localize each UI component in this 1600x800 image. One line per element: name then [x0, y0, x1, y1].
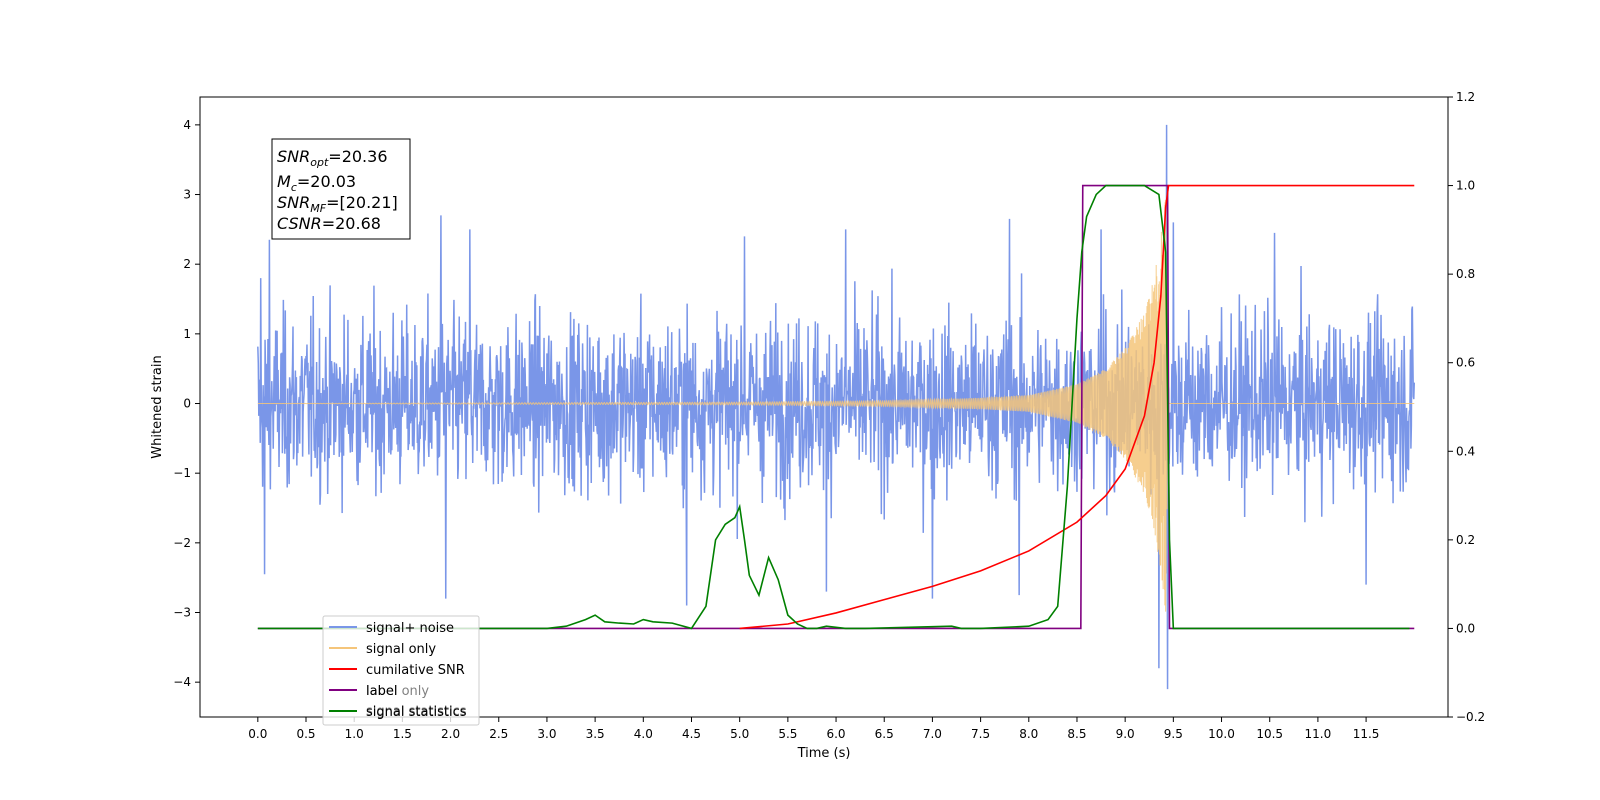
legend-entry-cumulative-snr: cumilative SNR [329, 663, 465, 678]
series-layer [257, 124, 1416, 690]
x-tick-label: 11.5 [1353, 727, 1380, 741]
x-tick-label: 9.5 [1164, 727, 1183, 741]
x-tick-label: 2.5 [489, 727, 508, 741]
legend: label only signal statistics signal+ noi… [322, 615, 480, 726]
x-tick-label: 10.5 [1256, 727, 1283, 741]
series-signal-statistics [257, 184, 1410, 630]
svg-text:label: label [366, 684, 397, 699]
y-left-tick-label: −3 [173, 606, 191, 620]
y-axis-right: 1.2 1.0 0.8 0.6 0.4 0.2 0.0 −0.2 [1448, 90, 1485, 724]
y-left-tick-label: −4 [173, 675, 191, 689]
y-left-tick-label: 3 [183, 188, 191, 202]
y-left-tick-label: 1 [183, 327, 191, 341]
x-tick-label: 4.5 [682, 727, 701, 741]
x-tick-label: 0.0 [248, 727, 267, 741]
series-signal-only [257, 199, 1415, 612]
svg-text:signal only: signal only [366, 642, 436, 657]
x-axis-label: Time (s) [797, 746, 851, 761]
x-tick-label: 1.0 [345, 727, 364, 741]
y-left-tick-label: 2 [183, 257, 191, 271]
x-axis: 0.0 0.5 1.0 1.5 2.0 2.5 3.0 3.5 4.0 4.5 5.0 5.5 6.0 6… [248, 717, 1379, 741]
svg-text:signal+ noise: signal+ noise [366, 621, 454, 636]
y-right-tick-label: −0.2 [1456, 710, 1485, 724]
legend-entry-signal-noise: signal+ noise [329, 621, 454, 636]
y-right-tick-label: 1.2 [1456, 90, 1475, 104]
y-right-tick-label: 0.2 [1456, 533, 1475, 547]
x-tick-label: 10.0 [1208, 727, 1235, 741]
legend-hidden-text-1: label only [366, 684, 429, 699]
x-tick-label: 5.5 [778, 727, 797, 741]
svg-text:cumilative SNR: cumilative SNR [366, 663, 465, 678]
x-tick-label: 7.0 [923, 727, 942, 741]
x-tick-label: 8.0 [1019, 727, 1038, 741]
x-tick-label: 6.5 [875, 727, 894, 741]
snr-mf-text: SNRMF=[20.21] [277, 193, 398, 215]
series-cumulative-snr [739, 184, 1415, 630]
annotation-box: SNRopt=20.36 Mc=20.03 SNRMF=[20.21] CSNR… [271, 138, 411, 240]
legend-hidden-text-2: signal statistics [366, 704, 467, 719]
x-tick-label: 0.5 [296, 727, 315, 741]
x-tick-label: 1.5 [393, 727, 412, 741]
series-signal-noise [257, 124, 1416, 690]
x-tick-label: 4.0 [634, 727, 653, 741]
csnr-text: CSNR=20.68 [277, 214, 381, 233]
y-right-tick-label: 0.8 [1456, 267, 1475, 281]
y-axis-label: Whitened strain [150, 355, 165, 458]
snr-opt-text: SNRopt=20.36 [277, 147, 388, 169]
svg-text:signal statistics: signal statistics [366, 705, 467, 720]
x-tick-label: 9.0 [1116, 727, 1135, 741]
y-left-tick-label: 4 [183, 118, 191, 132]
y-left-tick-label: −1 [173, 466, 191, 480]
legend-entry-label: label [329, 684, 397, 699]
legend-entry-signal-only: signal only [329, 642, 436, 657]
legend-entry-signal-statistics: signal statistics [329, 705, 467, 720]
x-tick-label: 7.5 [971, 727, 990, 741]
x-tick-label: 3.0 [537, 727, 556, 741]
x-tick-label: 5.0 [730, 727, 749, 741]
x-tick-label: 3.5 [586, 727, 605, 741]
y-left-tick-label: −2 [173, 536, 191, 550]
y-right-tick-label: 0.4 [1456, 444, 1475, 458]
x-tick-label: 2.0 [441, 727, 460, 741]
y-right-tick-label: 0.0 [1456, 621, 1475, 635]
y-right-tick-label: 0.6 [1456, 356, 1475, 370]
y-left-tick-label: 0 [183, 397, 191, 411]
mc-text: Mc=20.03 [277, 172, 356, 194]
y-axis-left: 4 3 2 1 0 −1 −2 −3 −4 [173, 118, 200, 689]
plot-frame [199, 96, 1449, 718]
x-tick-label: 11.0 [1305, 727, 1332, 741]
y-right-tick-label: 1.0 [1456, 179, 1475, 193]
x-tick-label: 8.5 [1067, 727, 1086, 741]
x-tick-label: 6.0 [826, 727, 845, 741]
